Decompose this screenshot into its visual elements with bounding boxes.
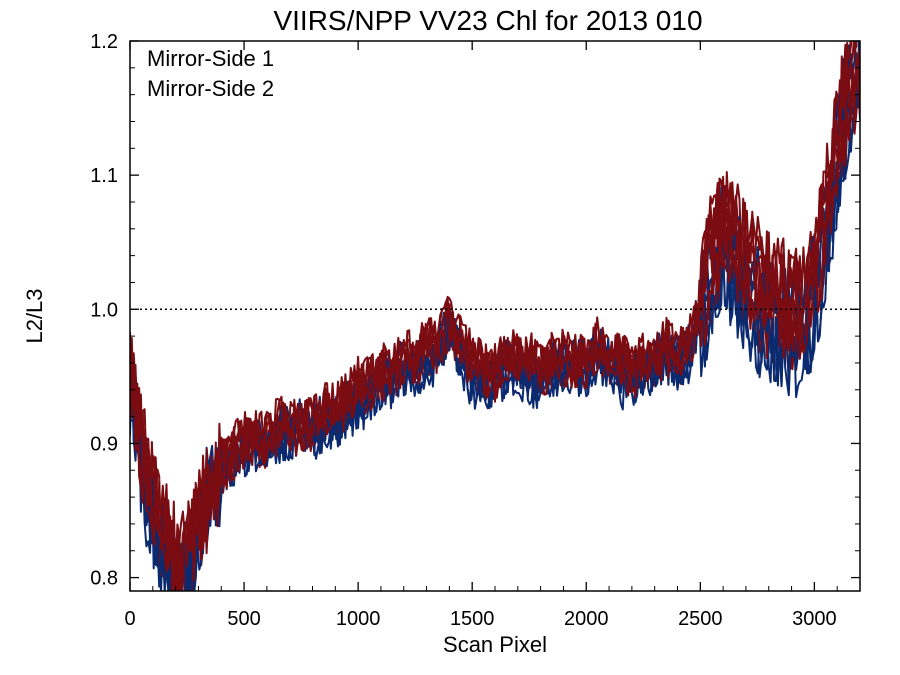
y-tick-label: 0.9 bbox=[90, 433, 118, 455]
series-layer bbox=[130, 41, 860, 591]
chart-title: VIIRS/NPP VV23 Chl for 2013 010 bbox=[273, 5, 702, 36]
y-tick-label: 1.0 bbox=[90, 299, 118, 321]
y-tick-label: 1.2 bbox=[90, 31, 118, 53]
x-tick-label: 1000 bbox=[336, 608, 381, 630]
x-tick-label: 0 bbox=[124, 608, 135, 630]
x-axis: 0 500 1000 1500 2000 2500 3000 bbox=[124, 41, 838, 630]
x-tick-label: 500 bbox=[227, 608, 260, 630]
legend-entry-mirror-side-1: Mirror-Side 1 bbox=[147, 46, 274, 71]
x-tick-label: 3000 bbox=[792, 608, 837, 630]
x-tick-label: 1500 bbox=[450, 608, 495, 630]
y-tick-label: 1.1 bbox=[90, 165, 118, 187]
x-tick-label: 2500 bbox=[678, 608, 723, 630]
series-line-mirror-side-2 bbox=[130, 52, 860, 591]
legend-entry-mirror-side-2: Mirror-Side 2 bbox=[147, 76, 274, 101]
legend: Mirror-Side 1 Mirror-Side 2 bbox=[147, 46, 274, 101]
y-tick-label: 0.8 bbox=[90, 568, 118, 590]
series-line-mirror-side-2 bbox=[130, 57, 860, 591]
y-axis-label: L2/L3 bbox=[22, 288, 47, 343]
y-axis: 0.8 0.9 1.0 1.1 1.2 bbox=[90, 31, 860, 590]
x-tick-label: 2000 bbox=[564, 608, 609, 630]
series-line-mirror-side-1 bbox=[130, 67, 860, 591]
series-line-mirror-side-2 bbox=[130, 55, 860, 591]
series-line-mirror-side-2 bbox=[130, 41, 860, 589]
x-axis-label: Scan Pixel bbox=[443, 632, 547, 657]
